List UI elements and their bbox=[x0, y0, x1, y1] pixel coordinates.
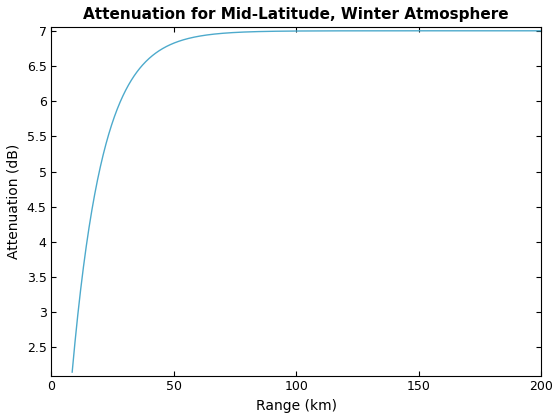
Y-axis label: Attenuation (dB): Attenuation (dB) bbox=[7, 144, 21, 259]
X-axis label: Range (km): Range (km) bbox=[256, 399, 337, 413]
Title: Attenuation for Mid-Latitude, Winter Atmosphere: Attenuation for Mid-Latitude, Winter Atm… bbox=[83, 7, 509, 22]
